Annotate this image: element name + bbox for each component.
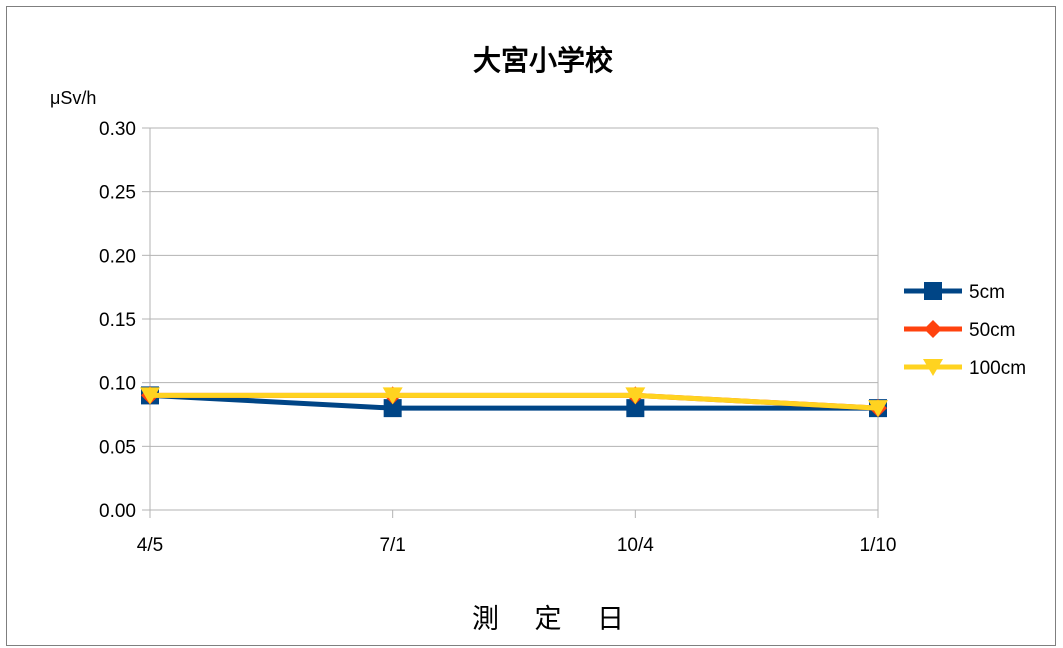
legend-label: 5cm bbox=[969, 282, 1005, 303]
series-line bbox=[150, 392, 879, 411]
chart-title: 大宮小学校 bbox=[473, 44, 614, 76]
chart-frame bbox=[6, 6, 1056, 646]
legend-item: 100cm bbox=[904, 358, 1026, 379]
y-tick-label: 0.05 bbox=[99, 437, 136, 458]
data-point bbox=[625, 387, 646, 405]
y-axis-unit: μSv/h bbox=[50, 88, 96, 108]
data-point bbox=[626, 399, 645, 418]
x-axis-label: 測 定 日 bbox=[472, 604, 638, 634]
series-line bbox=[149, 392, 878, 411]
y-tick-label: 0.15 bbox=[99, 310, 136, 331]
x-tick-label: 7/1 bbox=[379, 535, 405, 556]
legend-swatch-marker bbox=[924, 282, 942, 300]
x-tick-labels: 4/5 7/1 10/4 1/10 bbox=[137, 535, 897, 556]
y-tick-label: 0.00 bbox=[99, 501, 136, 522]
data-point bbox=[868, 400, 888, 418]
x-tick-label: 4/5 bbox=[137, 535, 163, 556]
y-tick-label: 0.25 bbox=[99, 183, 136, 204]
x-tick-label: 1/10 bbox=[860, 535, 897, 556]
legend-item: 50cm bbox=[904, 320, 1015, 341]
y-tick-labels: 0.00 0.05 0.10 0.15 0.20 0.25 0.30 bbox=[99, 119, 136, 522]
axes bbox=[142, 127, 879, 518]
grid-lines bbox=[150, 127, 878, 447]
y-tick-label: 0.20 bbox=[99, 246, 136, 267]
series-100cm bbox=[140, 387, 888, 418]
data-point bbox=[382, 387, 403, 405]
legend-label: 50cm bbox=[969, 320, 1015, 341]
data-point bbox=[140, 387, 160, 405]
legend-label: 100cm bbox=[969, 358, 1026, 379]
legend-swatch-marker bbox=[924, 320, 942, 338]
data-point bbox=[383, 399, 402, 418]
y-tick-label: 0.10 bbox=[99, 374, 136, 395]
x-tick-label: 10/4 bbox=[617, 535, 654, 556]
y-tick-label: 0.30 bbox=[99, 119, 136, 140]
legend-swatch-marker bbox=[923, 359, 943, 376]
legend-item: 5cm bbox=[904, 282, 1005, 303]
legend: 5cm 50cm 100cm bbox=[904, 282, 1026, 379]
series-lines bbox=[140, 386, 888, 418]
